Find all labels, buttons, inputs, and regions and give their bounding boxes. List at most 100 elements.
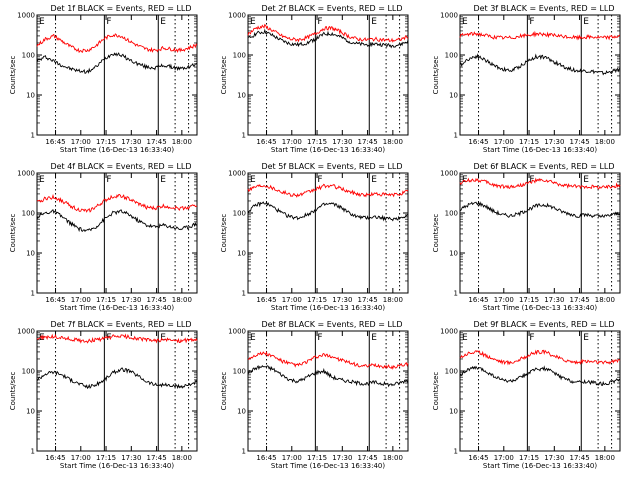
x-tick-label: 17:00: [494, 454, 514, 462]
x-tick-label: 18:00: [383, 138, 403, 146]
y-axis-label: Counts/sec: [432, 214, 440, 253]
x-axis-label: Start Time (16-Dec-13 16:33:40): [60, 304, 174, 312]
x-tick-label: 17:15: [96, 454, 116, 462]
y-tick-label: 10: [449, 92, 458, 100]
x-tick-label: 17:30: [332, 138, 352, 146]
y-tick-label: 1: [31, 132, 35, 140]
y-tick-label: 10: [237, 250, 246, 258]
x-tick-label: 16:45: [256, 296, 276, 304]
series-lld-line: [36, 333, 198, 344]
x-tick-label: 17:00: [494, 296, 514, 304]
marker-label-f: F: [529, 175, 534, 185]
y-tick-label: 100: [22, 210, 35, 218]
x-tick-label: 17:30: [121, 454, 141, 462]
x-tick-label: 16:45: [45, 296, 65, 304]
y-tick-label: 1: [31, 290, 35, 298]
marker-label-f: F: [106, 333, 111, 343]
panel-title: Det 9f BLACK = Events, RED = LLD: [473, 320, 614, 329]
series-events-line: [459, 201, 621, 219]
y-tick-label: 100: [445, 52, 458, 60]
x-tick-label: 18:00: [172, 454, 192, 462]
x-tick-label: 17:30: [544, 138, 564, 146]
x-tick-label: 17:45: [357, 454, 377, 462]
y-tick-label: 100: [233, 52, 246, 60]
x-tick-label: 17:00: [282, 296, 302, 304]
x-tick-label: 17:30: [332, 296, 352, 304]
x-tick-label: 17:15: [96, 138, 116, 146]
y-tick-label: 1000: [228, 328, 246, 336]
series-lld-line: [247, 350, 409, 370]
x-axis-label: Start Time (16-Dec-13 16:33:40): [483, 304, 597, 312]
x-tick-label: 16:45: [256, 138, 276, 146]
marker-label-e: E: [462, 333, 468, 343]
x-tick-label: 17:00: [282, 138, 302, 146]
plot-frame: [247, 172, 409, 294]
y-tick-label: 1000: [228, 170, 246, 178]
marker-label-f: F: [106, 17, 111, 27]
y-axis-label: Counts/sec: [9, 214, 17, 253]
x-tick-label: 18:00: [172, 296, 192, 304]
x-tick-label: 17:15: [307, 296, 327, 304]
panel-det-3: Det 3f BLACK = Events, RED = LLD 1 10 100 10…: [432, 4, 621, 154]
y-axis-label: Counts/sec: [220, 372, 228, 411]
series-lld-line: [36, 33, 198, 54]
panel-det-5: Det 5f BLACK = Events, RED = LLD 1 10 100 10…: [220, 162, 409, 312]
x-tick-label: 17:45: [146, 138, 166, 146]
x-axis-label: Start Time (16-Dec-13 16:33:40): [60, 462, 174, 470]
plot-frame: [36, 330, 198, 452]
series-events-line: [247, 364, 409, 388]
y-tick-label: 1: [454, 448, 458, 456]
panel-det-4: Det 4f BLACK = Events, RED = LLD 1 10 100 10…: [9, 162, 198, 312]
x-tick-label: 17:45: [357, 138, 377, 146]
y-tick-label: 10: [449, 250, 458, 258]
y-tick-label: 1: [454, 290, 458, 298]
x-tick-label: 17:45: [146, 454, 166, 462]
marker-label-e: E: [583, 333, 589, 343]
series-events-line: [459, 53, 621, 76]
marker-label-e: E: [250, 175, 256, 185]
x-tick-label: 16:45: [468, 296, 488, 304]
y-tick-label: 1: [242, 290, 246, 298]
panel-title: Det 1f BLACK = Events, RED = LLD: [50, 4, 191, 13]
x-tick-label: 16:45: [45, 138, 65, 146]
marker-label-f: F: [529, 333, 534, 343]
marker-label-e: E: [250, 17, 256, 27]
marker-label-f: F: [317, 175, 322, 185]
plot-frame: [36, 14, 198, 136]
y-tick-label: 10: [237, 92, 246, 100]
x-tick-label: 18:00: [595, 296, 615, 304]
y-tick-label: 10: [26, 408, 35, 416]
panel-title: Det 8f BLACK = Events, RED = LLD: [261, 320, 402, 329]
x-tick-label: 17:00: [494, 138, 514, 146]
panel-det-1: Det 1f BLACK = Events, RED = LLD 1 10 100 10…: [9, 4, 198, 154]
marker-label-e: E: [583, 175, 589, 185]
series-events-line: [247, 201, 409, 222]
x-tick-label: 17:30: [544, 296, 564, 304]
x-axis-label: Start Time (16-Dec-13 16:33:40): [60, 146, 174, 154]
x-axis-label: Start Time (16-Dec-13 16:33:40): [271, 146, 385, 154]
panel-title: Det 2f BLACK = Events, RED = LLD: [261, 4, 402, 13]
marker-label-e: E: [160, 17, 166, 27]
x-tick-label: 17:45: [146, 296, 166, 304]
marker-label-e: E: [371, 175, 377, 185]
x-tick-label: 18:00: [172, 138, 192, 146]
series-events-line: [36, 52, 198, 74]
plot-frame: [36, 172, 198, 294]
marker-label-e: E: [39, 175, 45, 185]
series-lld-line: [459, 349, 621, 366]
panel-title: Det 5f BLACK = Events, RED = LLD: [261, 162, 402, 171]
panel-det-8: Det 8f BLACK = Events, RED = LLD 1 10 100 10…: [220, 320, 409, 470]
x-tick-label: 17:30: [121, 296, 141, 304]
y-tick-label: 100: [445, 368, 458, 376]
y-tick-label: 1000: [17, 170, 35, 178]
x-tick-label: 18:00: [595, 454, 615, 462]
series-lld-line: [36, 193, 198, 213]
x-tick-label: 17:45: [569, 138, 589, 146]
marker-label-e: E: [39, 17, 45, 27]
x-tick-label: 17:00: [71, 296, 91, 304]
x-tick-label: 17:45: [357, 296, 377, 304]
panel-title: Det 3f BLACK = Events, RED = LLD: [473, 4, 614, 13]
x-tick-label: 18:00: [383, 296, 403, 304]
series-events-line: [36, 209, 198, 233]
marker-label-f: F: [317, 333, 322, 343]
